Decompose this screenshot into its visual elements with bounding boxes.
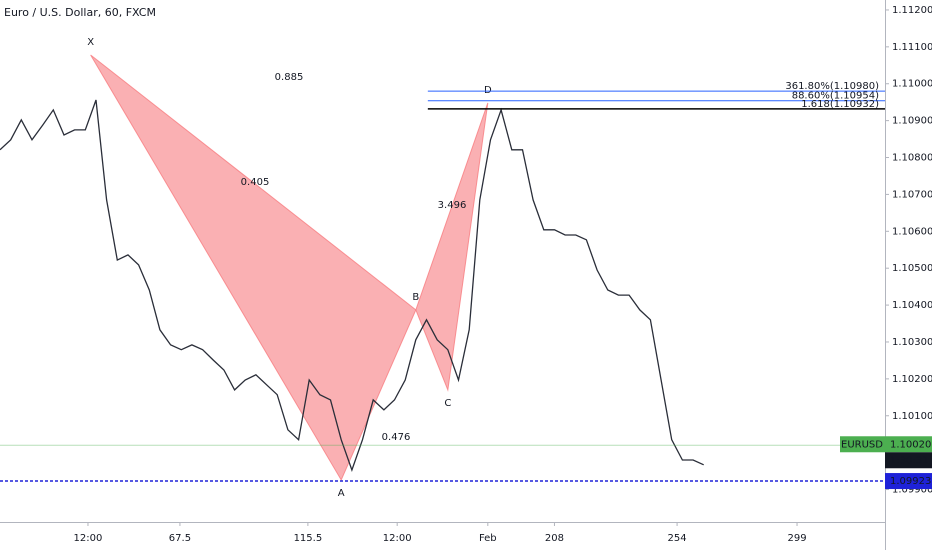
y-tick-label: 1.11200 [892,5,932,16]
y-tick-label: 1.10400 [892,300,932,311]
symbol-tag [840,436,885,453]
y-tick-label: 1.10600 [892,226,932,237]
y-tick-label: 1.10800 [892,153,932,164]
y-tick-label: 1.10500 [892,263,932,274]
y-tick-label: 1.09900 [892,485,932,496]
fib-label: 361.80%(1.10980) [785,81,879,92]
countdown-tag [885,452,932,469]
x-tick-label: 115.5 [294,533,323,544]
fib-label: 88.60%(1.10954) [792,91,879,102]
symbol-name: EURUSD [841,439,883,450]
y-tick-label: 1.10300 [892,337,932,348]
ratio-labels: 0.885 0.405 3.496 0.476 [241,72,467,443]
pattern-point-label: A [338,488,345,499]
y-tick-label: 1.10700 [892,189,932,200]
x-tick-label: 12:00 [74,533,103,544]
ratio-label: 0.885 [275,72,304,83]
x-tick-label: 208 [545,533,564,544]
pattern-triangle [415,102,489,392]
countdown: 1:30:31 [890,455,929,466]
alert-tag [885,473,932,490]
x-tick-label: 254 [668,533,687,544]
chart-title: Euro / U.S. Dollar, 60, FXCM [4,6,156,19]
ratio-label: 0.476 [382,432,411,443]
fib-label: 1.618(1.10932) [801,99,879,110]
x-tick-label: 299 [787,533,806,544]
x-tick-label: Feb [479,533,497,544]
ratio-label: 0.405 [241,177,270,188]
y-tick-label: 1.11000 [892,79,932,90]
x-tick-label: 12:00 [383,533,412,544]
ratio-label: 3.496 [438,200,467,211]
last-price-label: 1.10020 [890,439,931,450]
pattern-point-label: D [484,85,492,96]
pattern-point-label: B [412,292,419,303]
alert-label: 1.09923 [890,476,931,487]
pattern-point-label: X [87,37,94,48]
pattern-point-label: C [444,398,451,409]
pattern-triangle [90,54,417,482]
last-price-tag [885,436,932,453]
y-tick-label: 1.10100 [892,411,932,422]
x-tick-label: 67.5 [169,533,191,544]
y-tick-label: 1.10900 [892,116,932,127]
y-tick-label: 1.11100 [892,42,932,53]
y-tick-label: 1.10200 [892,374,932,385]
price-line [0,99,704,472]
